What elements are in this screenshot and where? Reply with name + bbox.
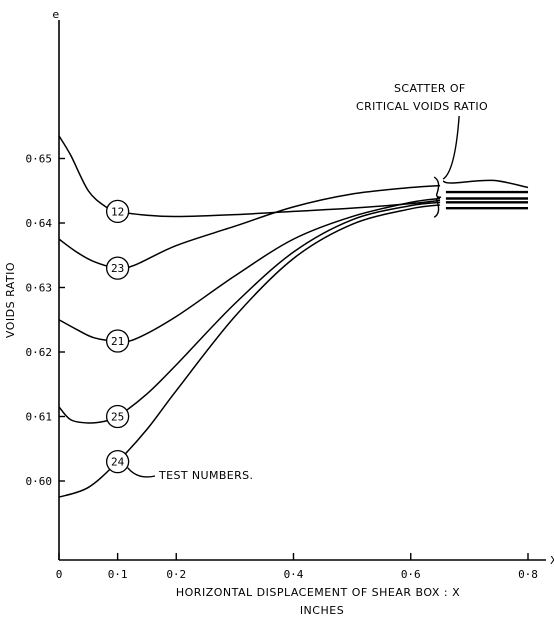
test-number-tags: 12 23 21 25 24 <box>105 199 130 474</box>
series-curves <box>58 135 441 498</box>
x-tick-label: 0·8 <box>518 568 538 581</box>
scatter-brace <box>433 176 442 218</box>
y-axis-label: VOIDS RATIO <box>4 262 17 338</box>
x-axis-unit-label: INCHES <box>300 604 344 617</box>
test-tag-circle-25 <box>105 404 130 429</box>
critical-voids-scatter-band <box>442 179 529 210</box>
test-tag-label-21: 21 <box>111 335 124 348</box>
x-tick-label: 0·2 <box>166 568 186 581</box>
series-line-21 <box>58 197 441 343</box>
y-tick-label: 0·64 <box>26 217 53 230</box>
y-tick-label: 0·65 <box>26 153 53 166</box>
scatter-annotation-line1: SCATTER OF <box>394 82 466 95</box>
test-tag-circle-12 <box>105 199 130 224</box>
x-tick-label: 0·1 <box>108 568 128 581</box>
scatter-annotation-leader <box>442 115 460 180</box>
test-tag-label-12: 12 <box>111 205 124 218</box>
series-line-12 <box>58 135 441 218</box>
y-ticks: 0·60 0·61 0·62 0·63 0·64 0·65 <box>26 153 65 488</box>
test-tag-label-24: 24 <box>111 456 125 469</box>
y-tick-label: 0·63 <box>26 282 53 295</box>
x-ticks: 0 0·1 0·2 0·4 0·6 0·8 <box>56 553 538 581</box>
x-axis-label: HORIZONTAL DISPLACEMENT OF SHEAR BOX : X <box>176 586 460 599</box>
test-numbers-annotation: TEST NUMBERS. <box>158 469 253 482</box>
y-axis-end-label: e <box>52 8 59 21</box>
series-line-12-extension <box>442 179 529 189</box>
test-tag-label-25: 25 <box>111 411 124 424</box>
x-tick-label: 0·4 <box>284 568 304 581</box>
series-line-24 <box>58 204 441 498</box>
test-tag-circle-23 <box>105 256 130 280</box>
scatter-annotation-line2: CRITICAL VOIDS RATIO <box>356 100 488 113</box>
x-axis-end-label: X <box>550 554 554 567</box>
y-tick-label: 0·60 <box>26 475 53 488</box>
test-tag-label-23: 23 <box>111 262 124 275</box>
series-line-25 <box>58 201 441 424</box>
series-line-23 <box>58 184 441 270</box>
test-tag-circle-24 <box>105 449 130 474</box>
y-tick-label: 0·61 <box>26 411 53 424</box>
test-tag-circle-21 <box>105 329 130 353</box>
x-tick-label: 0·6 <box>401 568 421 581</box>
y-tick-label: 0·62 <box>26 346 53 359</box>
test-numbers-leader <box>127 467 156 478</box>
x-tick-label: 0 <box>56 568 63 581</box>
